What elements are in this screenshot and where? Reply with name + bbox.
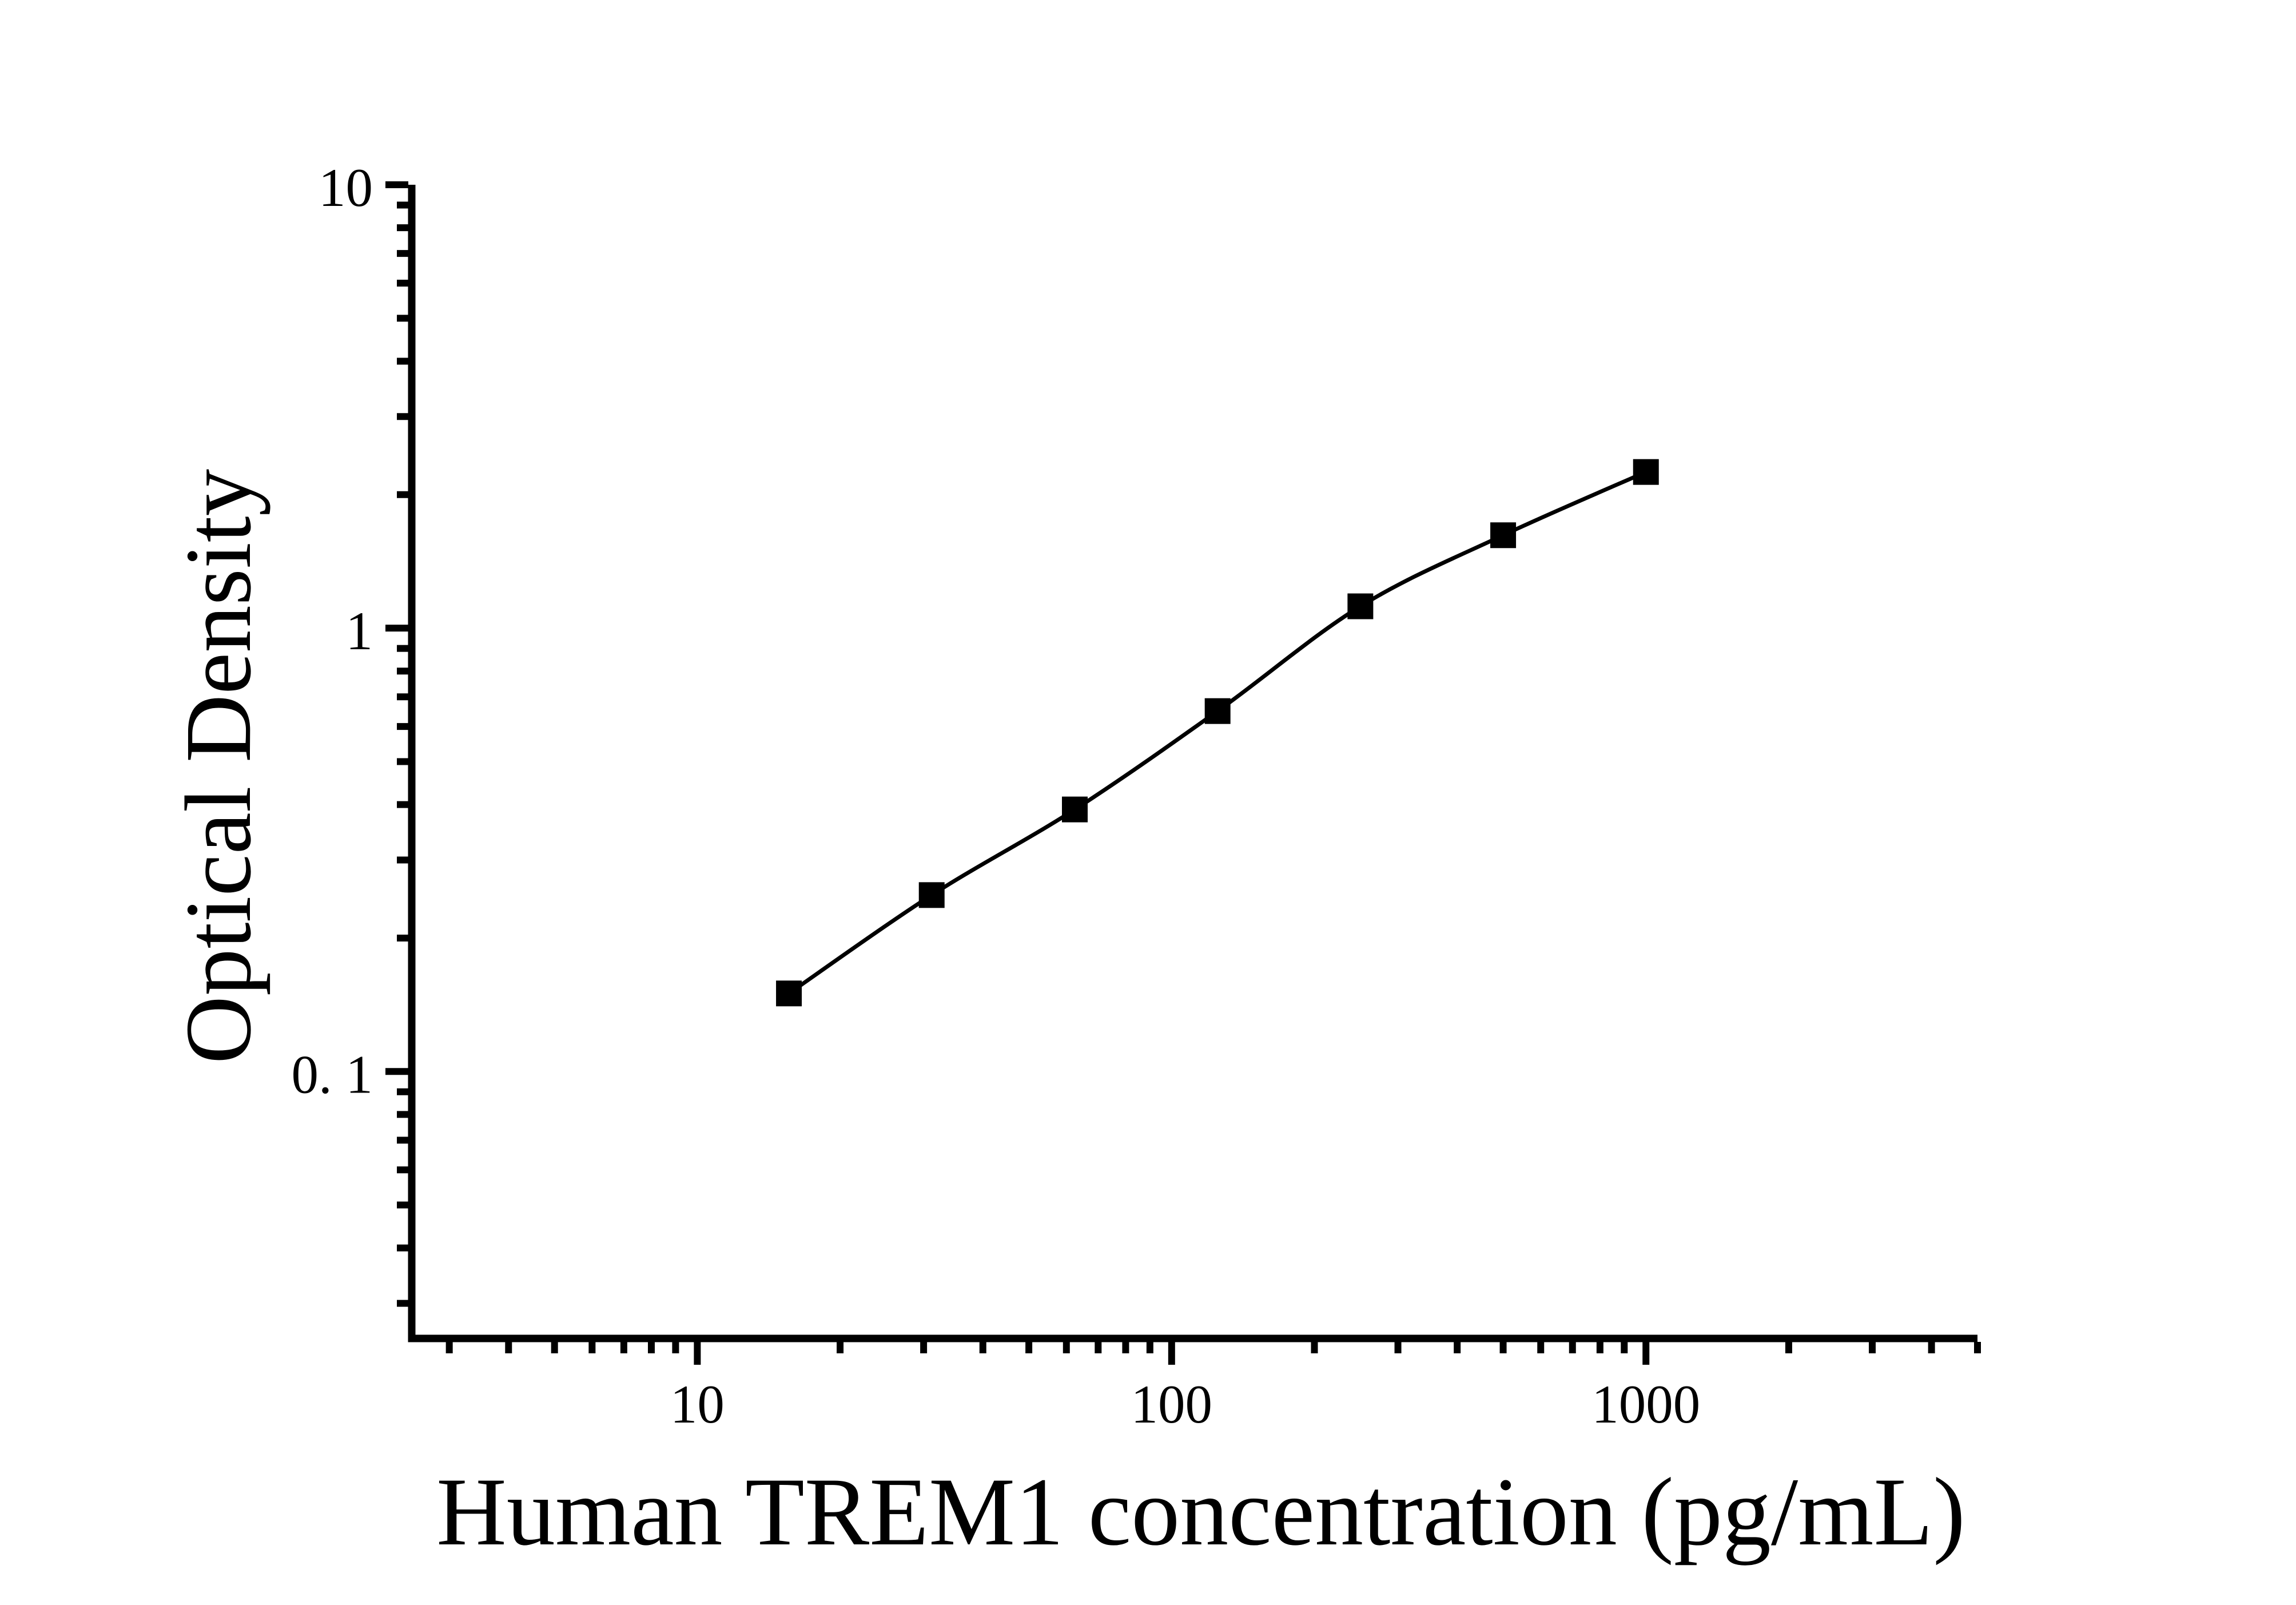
x-tick-label: 10 bbox=[670, 1374, 725, 1435]
data-point-marker bbox=[1204, 698, 1231, 724]
tick-label-layer: 10 100 1000 10 1 0. 1 bbox=[292, 157, 1701, 1435]
data-point-marker bbox=[776, 980, 802, 1007]
standard-curve-line bbox=[787, 470, 1647, 995]
data-point-marker bbox=[918, 882, 945, 908]
data-point-marker bbox=[1347, 593, 1374, 619]
axes-lines bbox=[408, 185, 1977, 1342]
y-tick-label: 1 bbox=[346, 601, 373, 661]
x-axis-title: Human TREM1 concentration (pg/mL) bbox=[436, 1458, 1965, 1566]
x-tick-label: 1000 bbox=[1591, 1374, 1700, 1435]
tick-layer bbox=[385, 181, 1981, 1365]
y-tick-label: 0. 1 bbox=[292, 1044, 373, 1105]
x-tick-label: 100 bbox=[1131, 1374, 1213, 1435]
data-point-marker bbox=[1062, 796, 1088, 823]
data-point-markers bbox=[776, 459, 1659, 1007]
y-axis-title: Optical Density bbox=[166, 469, 270, 1064]
data-point-marker bbox=[1633, 459, 1659, 485]
y-tick-label: 10 bbox=[319, 157, 373, 218]
data-point-marker bbox=[1490, 522, 1517, 549]
